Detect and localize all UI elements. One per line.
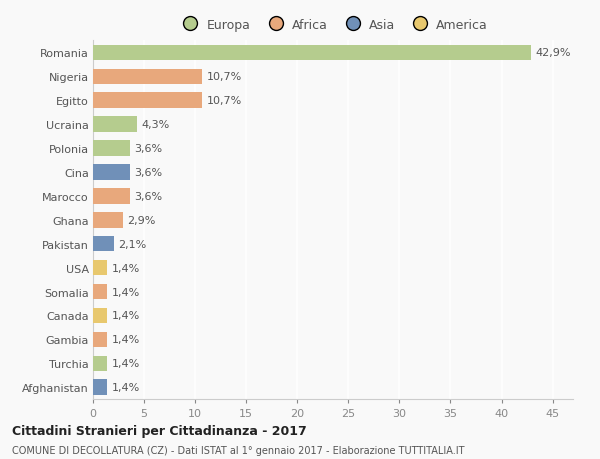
Bar	[93, 117, 137, 133]
Text: 3,6%: 3,6%	[134, 144, 162, 154]
Text: 1,4%: 1,4%	[112, 358, 140, 369]
Text: 1,4%: 1,4%	[112, 311, 140, 321]
Bar	[93, 260, 107, 276]
Text: 1,4%: 1,4%	[112, 287, 140, 297]
Bar	[93, 308, 107, 324]
Bar	[93, 213, 122, 228]
Legend: Europa, Africa, Asia, America: Europa, Africa, Asia, America	[178, 18, 488, 32]
Bar	[93, 189, 130, 204]
Text: 4,3%: 4,3%	[141, 120, 169, 130]
Bar	[93, 165, 130, 180]
Bar	[93, 93, 202, 109]
Text: 3,6%: 3,6%	[134, 191, 162, 202]
Bar	[93, 141, 130, 157]
Text: 3,6%: 3,6%	[134, 168, 162, 178]
Bar	[93, 284, 107, 300]
Bar	[93, 332, 107, 347]
Text: 2,1%: 2,1%	[119, 239, 147, 249]
Text: 42,9%: 42,9%	[535, 48, 571, 58]
Text: COMUNE DI DECOLLATURA (CZ) - Dati ISTAT al 1° gennaio 2017 - Elaborazione TUTTIT: COMUNE DI DECOLLATURA (CZ) - Dati ISTAT …	[12, 445, 464, 455]
Text: 10,7%: 10,7%	[206, 96, 242, 106]
Text: 1,4%: 1,4%	[112, 335, 140, 345]
Bar	[93, 380, 107, 395]
Bar	[93, 356, 107, 371]
Text: Cittadini Stranieri per Cittadinanza - 2017: Cittadini Stranieri per Cittadinanza - 2…	[12, 425, 307, 437]
Bar	[93, 45, 531, 61]
Bar	[93, 69, 202, 85]
Text: 1,4%: 1,4%	[112, 382, 140, 392]
Text: 1,4%: 1,4%	[112, 263, 140, 273]
Bar	[93, 236, 115, 252]
Text: 10,7%: 10,7%	[206, 72, 242, 82]
Text: 2,9%: 2,9%	[127, 215, 155, 225]
